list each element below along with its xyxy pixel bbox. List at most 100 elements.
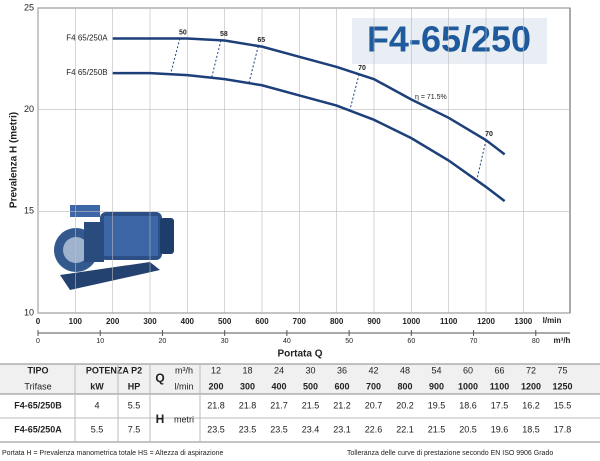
x-tick-label: 800 <box>330 317 344 326</box>
row-hp: 7.5 <box>128 424 141 434</box>
x-tick-label: 600 <box>255 317 269 326</box>
q-lmin: 1250 <box>552 381 572 391</box>
q-m3h: 48 <box>400 365 410 375</box>
q-m3h: 66 <box>494 365 504 375</box>
header-h-unit: metri <box>174 414 194 424</box>
efficiency-label: 58 <box>220 31 228 38</box>
footer-left: Portata H = Prevalenza manometrica total… <box>2 450 223 457</box>
q-m3h: 75 <box>557 365 567 375</box>
x2-tick-label: 50 <box>345 338 353 345</box>
q-lmin: 200 <box>208 381 223 391</box>
efficiency-line <box>476 140 487 181</box>
q-m3h: 60 <box>463 365 473 375</box>
q-lmin: 900 <box>429 381 444 391</box>
x2-tick-label: 80 <box>532 338 540 345</box>
row-h: 23.5 <box>270 424 288 434</box>
x2-tick-label: 60 <box>407 338 415 345</box>
q-lmin: 400 <box>271 381 286 391</box>
x-tick-label: 500 <box>218 317 232 326</box>
header-hp: HP <box>128 381 141 391</box>
q-m3h: 54 <box>431 365 441 375</box>
x2-tick-label: 30 <box>221 338 229 345</box>
efficiency-annotation: η = 71.5% <box>415 94 447 101</box>
header-power: POTENZA P2 <box>86 365 142 375</box>
chart-title: F4-65/250 <box>367 19 531 60</box>
row-h: 20.7 <box>365 400 383 410</box>
x2-tick-label: 0 <box>36 338 40 345</box>
curve <box>112 71 506 203</box>
header-lmin: l/min <box>174 381 193 391</box>
x-tick-label: 200 <box>106 317 120 326</box>
q-lmin: 300 <box>240 381 255 391</box>
y-axis-label: Prevalenza H (metri) <box>9 112 20 208</box>
row-h: 23.4 <box>302 424 320 434</box>
q-m3h: 36 <box>337 365 347 375</box>
efficiency-line <box>211 40 222 78</box>
header-type: TIPO <box>27 365 48 375</box>
row-h: 17.5 <box>491 400 509 410</box>
row-h: 21.5 <box>302 400 320 410</box>
x-tick-label: 900 <box>367 317 381 326</box>
row-h: 21.5 <box>428 424 446 434</box>
row-h: 15.5 <box>554 400 572 410</box>
row-kw: 4 <box>94 400 99 410</box>
x-tick-label: 400 <box>181 317 195 326</box>
q-lmin: 600 <box>334 381 349 391</box>
row-name: F4-65/250A <box>14 424 62 434</box>
row-h: 23.1 <box>333 424 351 434</box>
row-h: 20.5 <box>459 424 477 434</box>
row-name: F4-65/250B <box>14 400 62 410</box>
footer-right: Tolleranza delle curve di prestazione se… <box>347 450 553 457</box>
x-tick-label: 700 <box>293 317 307 326</box>
y-tick-label: 25 <box>24 2 34 12</box>
row-h: 23.5 <box>239 424 257 434</box>
row-h: 17.8 <box>554 424 572 434</box>
x-tick-label: 1100 <box>440 317 458 326</box>
x2-tick-label: 40 <box>283 338 291 345</box>
title-box <box>352 18 547 64</box>
x-tick-label: 300 <box>143 317 157 326</box>
x-axis-label: Portata Q <box>277 349 322 360</box>
row-h: 18.5 <box>522 424 540 434</box>
row-h: 21.8 <box>207 400 225 410</box>
x2-tick-label: 70 <box>470 338 478 345</box>
efficiency-label: 65 <box>257 37 265 44</box>
row-h: 23.5 <box>207 424 225 434</box>
q-m3h: 30 <box>305 365 315 375</box>
q-lmin: 1100 <box>490 381 510 391</box>
x-tick-label: 1000 <box>402 317 420 326</box>
efficiency-label: 50 <box>179 29 187 36</box>
q-m3h: 12 <box>211 365 221 375</box>
y-tick-label: 20 <box>24 104 34 114</box>
q-m3h: 18 <box>242 365 252 375</box>
header-phase: Trifase <box>24 381 51 391</box>
q-lmin: 800 <box>397 381 412 391</box>
x-tick-label: 100 <box>69 317 83 326</box>
x-tick-label: 0 <box>36 317 41 326</box>
row-h: 22.6 <box>365 424 383 434</box>
x2-tick-label: 10 <box>96 338 104 345</box>
curve <box>112 37 506 156</box>
row-h: 19.6 <box>491 424 509 434</box>
row-h: 21.7 <box>270 400 288 410</box>
x-tick-label: 1300 <box>514 317 532 326</box>
q-m3h: 72 <box>526 365 536 375</box>
header-q: Q <box>155 371 164 385</box>
q-lmin: 700 <box>366 381 381 391</box>
curve-label: F4 65/250A <box>66 34 108 43</box>
row-h: 21.8 <box>239 400 257 410</box>
row-h: 19.5 <box>428 400 446 410</box>
x2-unit: m³/h <box>554 336 571 345</box>
q-m3h: 24 <box>274 365 284 375</box>
x-tick-label: 1200 <box>477 317 495 326</box>
y-tick-label: 10 <box>24 307 34 317</box>
row-h: 20.2 <box>396 400 414 410</box>
q-lmin: 1000 <box>458 381 478 391</box>
header-h: H <box>156 412 165 426</box>
header-kw: kW <box>90 381 104 391</box>
table: TIPO Trifase POTENZA P2 kW HP Q m³/h l/m… <box>0 363 600 457</box>
row-kw: 5.5 <box>91 424 104 434</box>
row-h: 21.2 <box>333 400 351 410</box>
row-h: 18.6 <box>459 400 477 410</box>
